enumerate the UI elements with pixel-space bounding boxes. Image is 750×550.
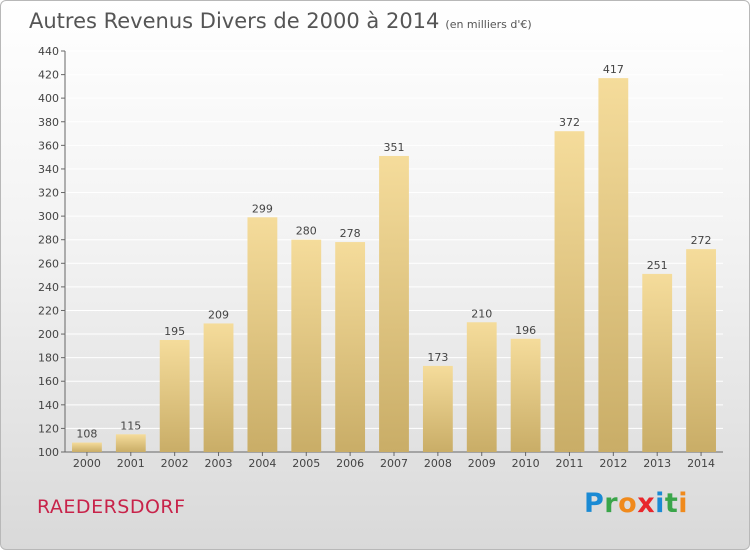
y-tick-label: 100 [38,446,59,459]
logo-letter: o [618,488,638,519]
y-tick-label: 420 [38,69,59,82]
bar [247,217,278,452]
proxiti-logo[interactable]: Proxiti [584,488,688,519]
x-tick-label: 2005 [292,457,320,470]
bar [379,155,409,452]
y-tick-label: 280 [38,234,59,247]
y-tick-label: 300 [38,210,59,223]
chart-title: Autres Revenus Divers de 2000 à 2014 (en … [29,9,532,33]
bar [203,323,234,452]
bar [686,249,716,452]
logo-letter: i [655,488,665,519]
bar [291,239,322,452]
y-tick-label: 360 [38,139,59,152]
logo-letter: i [678,488,689,519]
y-tick-label: 320 [38,187,59,200]
bar-value-label: 251 [647,259,668,272]
bar-value-label: 351 [384,141,405,154]
x-tick-label: 2003 [205,457,233,470]
bar [510,338,541,452]
x-tick-label: 2012 [599,457,627,470]
bar [642,273,673,452]
y-tick-label: 220 [38,304,59,317]
bar-value-label: 209 [208,308,229,321]
x-tick-label: 2004 [248,457,276,470]
x-tick-label: 2008 [424,457,452,470]
bar-value-label: 195 [164,325,185,338]
bar-value-label: 280 [296,225,317,238]
bar [466,322,497,452]
logo-letter: x [637,488,656,519]
y-tick-label: 440 [38,45,59,58]
y-tick-label: 340 [38,163,59,176]
y-tick-label: 180 [38,352,59,365]
bar-value-label: 278 [340,227,361,240]
bar-value-label: 173 [427,351,448,364]
x-tick-label: 2006 [336,457,364,470]
x-tick-label: 2013 [643,457,671,470]
x-tick-label: 2000 [73,457,101,470]
y-tick-label: 160 [38,375,59,388]
commune-name: RAEDERSDORF [37,496,186,518]
y-tick-label: 240 [38,281,59,294]
y-tick-label: 120 [38,422,59,435]
bar [335,242,366,452]
y-tick-label: 140 [38,399,59,412]
bar-value-label: 196 [515,324,536,337]
y-tick-label: 200 [38,328,59,341]
x-tick-label: 2011 [555,457,583,470]
x-tick-label: 2007 [380,457,408,470]
x-tick-label: 2002 [161,457,189,470]
bar-value-label: 417 [603,63,624,76]
bar-value-label: 210 [471,307,492,320]
bar [159,339,190,452]
chart-title-text: Autres Revenus Divers de 2000 à 2014 [29,9,440,33]
bar-value-label: 372 [559,116,580,129]
y-tick-label: 260 [38,257,59,270]
bar-value-label: 115 [120,419,141,432]
logo-letter: r [604,488,619,519]
chart-unit: (en milliers d'€) [445,18,532,31]
bar [115,434,146,452]
logo-letter: t [664,488,679,519]
bar-value-label: 299 [252,202,273,215]
y-tick-label: 400 [38,92,59,105]
bar [598,78,629,453]
y-tick-label: 380 [38,116,59,129]
bar [554,131,585,452]
bar-value-label: 108 [76,428,97,441]
x-tick-label: 2010 [512,457,540,470]
x-tick-label: 2001 [117,457,145,470]
x-tick-label: 2009 [468,457,496,470]
bar [422,365,453,452]
logo-letter: P [584,488,605,519]
bar-value-label: 272 [691,234,712,247]
bar [72,442,102,452]
x-tick-label: 2014 [687,457,715,470]
